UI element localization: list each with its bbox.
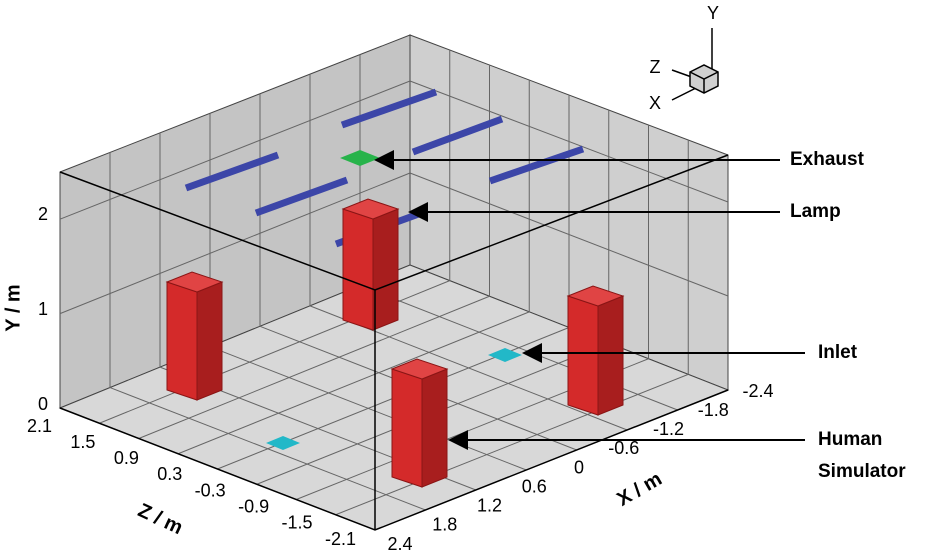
- pillar-side: [597, 295, 624, 416]
- tick-label: -2.4: [742, 381, 773, 401]
- tick-label: 2.4: [387, 534, 412, 554]
- tick-label: -0.3: [195, 480, 226, 500]
- pillar-front: [166, 281, 198, 401]
- tick-label: 0: [38, 394, 48, 414]
- annotation: Simulator: [818, 461, 906, 482]
- grid-line: [138, 295, 490, 439]
- grid-line: [59, 80, 411, 220]
- pillar-side: [421, 368, 448, 488]
- tick-label: 0.3: [157, 464, 182, 484]
- pillar-top: [165, 271, 224, 293]
- tick-label: 2.1: [27, 416, 52, 436]
- grid-line: [177, 311, 530, 455]
- annotation: Inlet: [818, 342, 858, 363]
- pillar-top: [341, 198, 400, 220]
- exhaust: [340, 150, 380, 166]
- frame-edges: [59, 154, 729, 531]
- triad-label: Z: [650, 57, 661, 77]
- grid-line: [59, 172, 411, 315]
- tick-label: -1.5: [282, 513, 313, 533]
- tick-label: 1.8: [432, 515, 457, 535]
- pillar-front: [391, 368, 423, 488]
- triad: [671, 28, 719, 101]
- inlet: [266, 436, 300, 450]
- grid-line: [409, 80, 729, 203]
- triad-label: Y: [707, 3, 719, 23]
- tick-label: 1: [38, 299, 48, 319]
- triad-label: X: [649, 93, 661, 113]
- human-simulators: [165, 198, 625, 488]
- tick-label: 0: [574, 457, 584, 477]
- axis-title: Y / m: [2, 284, 24, 331]
- annotation: Human: [818, 429, 882, 450]
- pillar-front: [342, 208, 374, 331]
- tick-label: 1.5: [70, 432, 95, 452]
- axis-title: X / m: [613, 468, 665, 511]
- annotation: Lamp: [790, 201, 841, 222]
- tick-label: 2: [38, 204, 48, 224]
- tick-label: 0.6: [522, 476, 547, 496]
- grid-line: [409, 172, 729, 297]
- tick-labels: 0 1 2 2.1 1.5 0.9 0.3 -0.3 -0.9 -1.5 -2.1 2.4 1.8 1.2…: [27, 204, 774, 554]
- pillar-side: [196, 281, 223, 401]
- tick-label: -0.9: [238, 496, 269, 516]
- axis-title: Z / m: [135, 500, 187, 540]
- tick-label: -0.6: [608, 438, 639, 458]
- tick-label: 1.2: [477, 496, 502, 516]
- pillar-top: [390, 358, 449, 380]
- tick-label: -1.8: [698, 400, 729, 420]
- annotation: Exhaust: [790, 149, 865, 170]
- inlet: [488, 348, 522, 362]
- tick-label: 0.9: [114, 448, 139, 468]
- arrows: [374, 150, 805, 450]
- tick-label: -1.2: [653, 419, 684, 439]
- pillar-front: [567, 295, 599, 416]
- grid-line: [335, 373, 689, 516]
- pillar-side: [372, 208, 399, 331]
- tick-label: -2.1: [325, 529, 356, 549]
- pillar-top: [566, 285, 625, 307]
